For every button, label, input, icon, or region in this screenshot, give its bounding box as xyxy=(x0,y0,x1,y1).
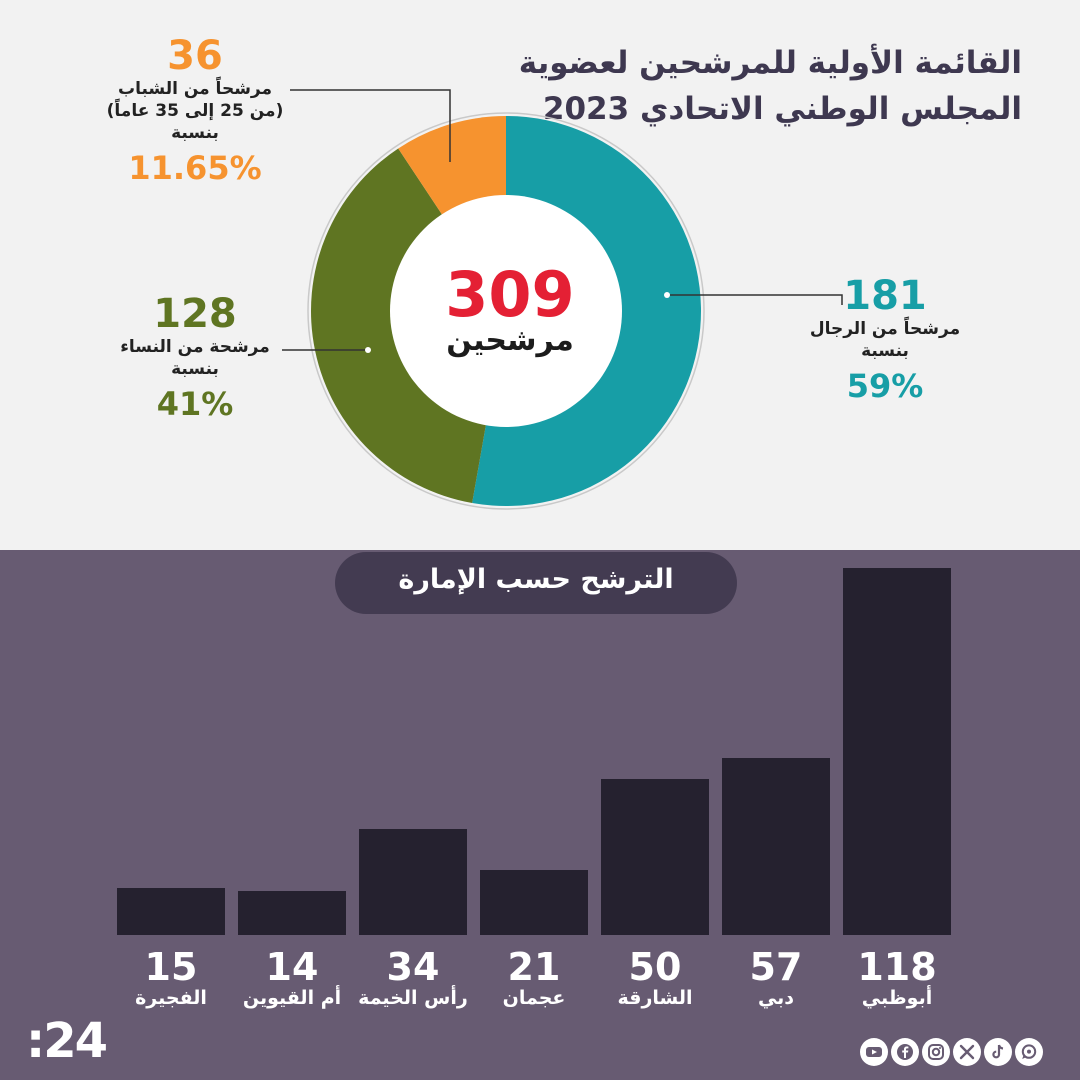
bar-value-label: 15 xyxy=(144,945,198,989)
men-label-group: 181 مرشحاً من الرجال بنسبة 59% xyxy=(800,274,970,406)
youth-line-1: مرشحاً من الشباب xyxy=(117,79,273,99)
bar-value-label: 21 xyxy=(507,945,561,989)
donut-outer-ring xyxy=(307,112,705,510)
bar-3 xyxy=(359,829,467,935)
bar-value-label: 50 xyxy=(628,945,682,989)
youth-label-group: 36 مرشحاً من الشباب (من 25 إلى 35 عاماً)… xyxy=(100,34,290,188)
men-line-2: بنسبة xyxy=(861,341,909,361)
women-label-group: 128 مرشحة من النساء بنسبة 41% xyxy=(100,292,290,424)
youth-line-2: (من 25 إلى 35 عاماً) xyxy=(106,101,284,121)
x-icon[interactable] xyxy=(953,1038,981,1066)
youth-percent: 11.65% xyxy=(128,149,262,187)
donut-hole xyxy=(390,195,622,427)
bar-category-label: الشارقة xyxy=(617,987,693,1009)
youth-line-3: بنسبة xyxy=(171,123,219,143)
men-line-1: مرشحاً من الرجال xyxy=(809,319,961,339)
youth-count: 36 xyxy=(167,33,223,79)
title-line-1: القائمة الأولية للمرشحين لعضوية xyxy=(518,45,1022,81)
bar-category-label: عجمان xyxy=(502,987,566,1009)
bar-value-label: 34 xyxy=(386,945,440,989)
bar-7 xyxy=(843,568,951,935)
bar-6 xyxy=(722,758,830,935)
bar-category-label: دبي xyxy=(757,987,795,1009)
instagram-icon[interactable] xyxy=(922,1038,950,1066)
women-leader-dot xyxy=(365,347,371,353)
bar-value-label: 118 xyxy=(857,945,937,989)
bar-5 xyxy=(601,779,709,935)
women-percent: 41% xyxy=(156,385,234,423)
social-icons xyxy=(860,1038,1043,1068)
brand-logo: :24 xyxy=(26,1013,108,1069)
men-percent: 59% xyxy=(846,367,924,405)
tiktok-icon[interactable] xyxy=(984,1038,1012,1066)
men-leader-line xyxy=(667,294,843,305)
men-leader-dot xyxy=(664,292,670,298)
bar-category-label: أبوظبي xyxy=(861,987,933,1009)
bars-title-pill: الترشح حسب الإمارة xyxy=(335,552,737,614)
bar-value-label: 14 xyxy=(265,945,319,989)
whatsapp-icon[interactable] xyxy=(1015,1038,1043,1066)
youth-leader-line xyxy=(290,89,451,162)
title-line-2: المجلس الوطني الاتحادي 2023 xyxy=(542,91,1022,127)
women-line-1: مرشحة من النساء xyxy=(120,337,270,357)
men-count: 181 xyxy=(843,273,927,319)
bar-2 xyxy=(238,891,346,935)
donut-chart xyxy=(282,89,843,510)
women-count: 128 xyxy=(153,291,237,337)
bar-category-label: رأس الخيمة xyxy=(358,987,468,1009)
bar-4 xyxy=(480,870,588,935)
bar-category-label: أم القيوين xyxy=(242,987,342,1009)
women-line-2: بنسبة xyxy=(171,359,219,379)
total-label: مرشحين xyxy=(446,323,574,358)
bar-value-label: 57 xyxy=(749,945,803,989)
total-count: 309 xyxy=(445,258,575,331)
youtube-icon[interactable] xyxy=(860,1038,888,1066)
facebook-icon[interactable] xyxy=(891,1038,919,1066)
bar-1 xyxy=(117,888,225,935)
infographic-title: القائمة الأولية للمرشحين لعضوية المجلس ا… xyxy=(462,40,1022,132)
bar-category-label: الفجيرة xyxy=(135,987,207,1009)
